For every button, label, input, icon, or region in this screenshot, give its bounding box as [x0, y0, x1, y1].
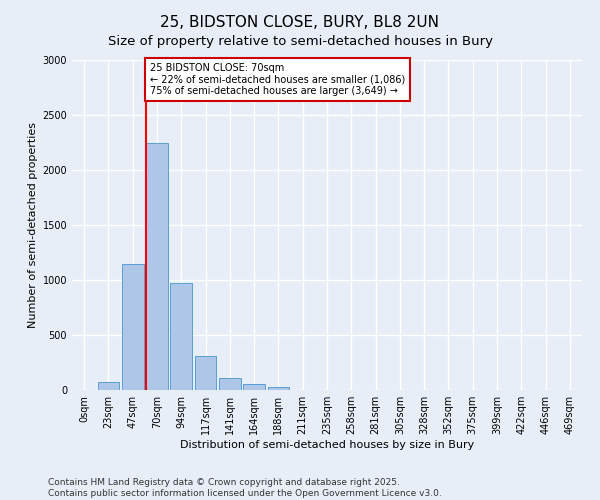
Text: Contains HM Land Registry data © Crown copyright and database right 2025.
Contai: Contains HM Land Registry data © Crown c…	[48, 478, 442, 498]
Bar	[194, 356, 217, 390]
Bar	[219, 378, 241, 390]
X-axis label: Distribution of semi-detached houses by size in Bury: Distribution of semi-detached houses by …	[180, 440, 474, 450]
Bar	[97, 382, 119, 390]
Y-axis label: Number of semi-detached properties: Number of semi-detached properties	[28, 122, 38, 328]
Bar	[170, 283, 192, 390]
Bar	[268, 386, 289, 390]
Bar	[122, 264, 143, 390]
Bar	[146, 142, 168, 390]
Text: Size of property relative to semi-detached houses in Bury: Size of property relative to semi-detach…	[107, 35, 493, 48]
Bar	[243, 384, 265, 390]
Text: 25, BIDSTON CLOSE, BURY, BL8 2UN: 25, BIDSTON CLOSE, BURY, BL8 2UN	[161, 15, 439, 30]
Text: 25 BIDSTON CLOSE: 70sqm
← 22% of semi-detached houses are smaller (1,086)
75% of: 25 BIDSTON CLOSE: 70sqm ← 22% of semi-de…	[150, 64, 405, 96]
